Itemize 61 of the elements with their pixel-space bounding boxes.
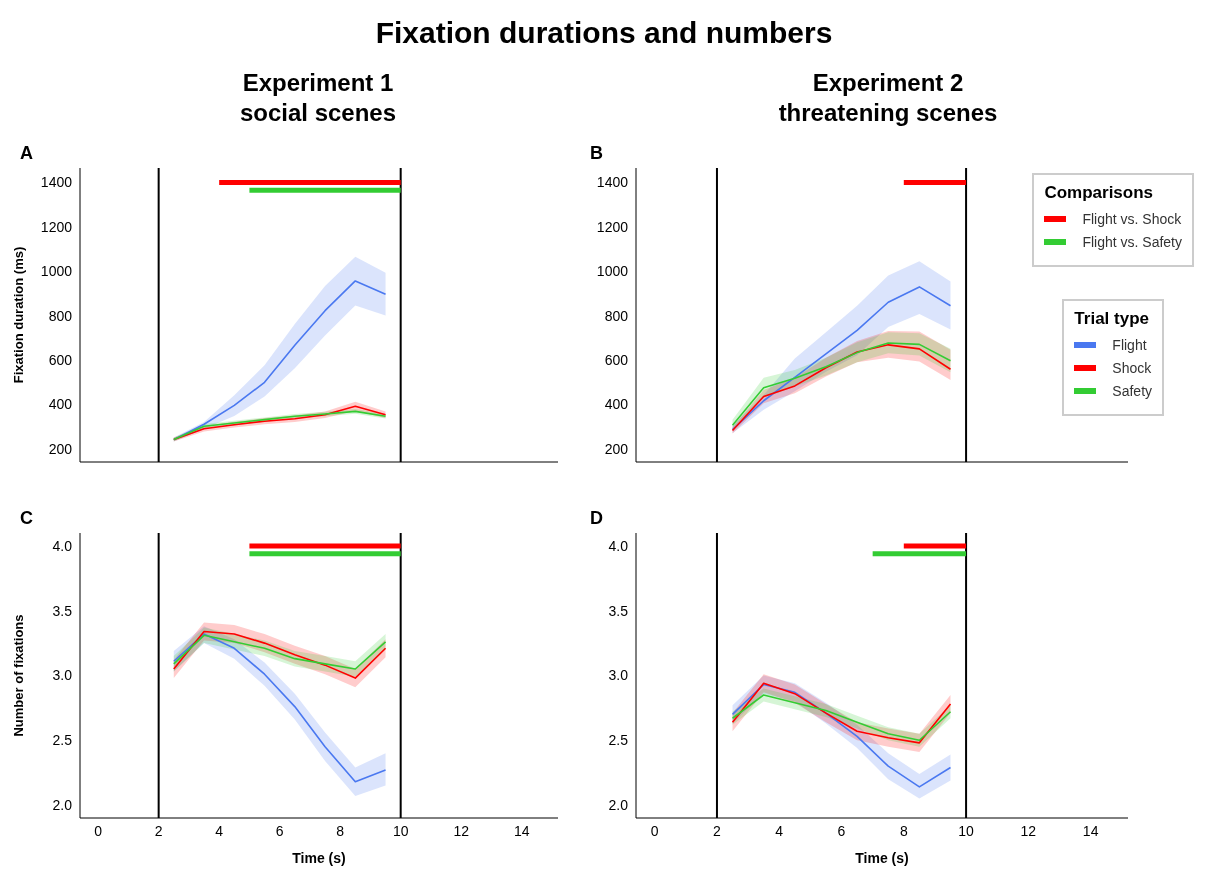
y-tick-label: 4.0 bbox=[608, 537, 629, 554]
x-tick-label: 6 bbox=[275, 822, 284, 839]
y-tick-label: 3.5 bbox=[608, 602, 629, 619]
x-tick-label: 0 bbox=[94, 822, 103, 839]
y-tick-label: 600 bbox=[48, 351, 73, 368]
y-tick-label: 800 bbox=[604, 307, 629, 324]
y-tick-label: 200 bbox=[604, 440, 629, 457]
y-tick-label: 2.5 bbox=[608, 732, 629, 749]
y-tick-label: 2.5 bbox=[52, 732, 73, 749]
annotation: Comparisons bbox=[1044, 183, 1155, 203]
x-tick-label: 10 bbox=[392, 822, 409, 839]
chart-subtitle: Experiment 1 social scenes bbox=[238, 68, 398, 128]
line-series bbox=[731, 694, 952, 742]
y-tick-label: 2.0 bbox=[608, 797, 629, 814]
x-tick-label: 2 bbox=[154, 822, 163, 839]
x-axis-title: Time (s) bbox=[855, 850, 909, 866]
legend-label: Flight vs. Shock bbox=[1081, 211, 1182, 227]
y-tick-label: 400 bbox=[604, 396, 629, 413]
x-tick-label: 8 bbox=[899, 822, 908, 839]
y-tick-label: 600 bbox=[604, 351, 629, 368]
x-tick-label: 0 bbox=[650, 822, 659, 839]
y-tick-label: 1400 bbox=[40, 174, 73, 191]
legend-label: Shock bbox=[1111, 360, 1153, 376]
legend-title: Trial type bbox=[1074, 309, 1150, 329]
x-tick-label: 4 bbox=[215, 822, 224, 839]
y-tick-label: 800 bbox=[48, 307, 73, 324]
x-tick-label: 10 bbox=[958, 822, 975, 839]
x-axis-title: Time (s) bbox=[292, 850, 346, 866]
y-tick-label: 3.0 bbox=[52, 667, 73, 684]
legend-label: Safety bbox=[1111, 383, 1153, 399]
y-tick-label: 400 bbox=[48, 396, 73, 413]
x-tick-label: 6 bbox=[837, 822, 846, 839]
y-tick-label: 1200 bbox=[40, 218, 73, 235]
text: Fixation durations and numbers bbox=[374, 16, 834, 50]
x-tick-label: 14 bbox=[513, 822, 530, 839]
x-tick-label: 14 bbox=[1082, 822, 1099, 839]
y-tick-label: 1400 bbox=[596, 174, 629, 191]
y-tick-label: 200 bbox=[48, 440, 73, 457]
y-tick-label: 4.0 bbox=[52, 537, 73, 554]
chart-title: A bbox=[20, 143, 33, 164]
y-tick-label: 1000 bbox=[40, 263, 73, 280]
y-tick-label: 1000 bbox=[596, 263, 629, 280]
y-tick-label: 3.5 bbox=[52, 602, 73, 619]
line-series bbox=[731, 683, 952, 788]
x-tick-label: 12 bbox=[453, 822, 470, 839]
x-tick-label: 4 bbox=[775, 822, 784, 839]
x-tick-label: 8 bbox=[336, 822, 345, 839]
line-series bbox=[172, 634, 387, 670]
x-tick-label: 12 bbox=[1020, 822, 1037, 839]
legend-label: Flight vs. Safety bbox=[1081, 234, 1182, 250]
y-axis-title: Fixation duration (ms) bbox=[10, 246, 26, 384]
chart-subtitle: Experiment 2 threatening scenes bbox=[777, 68, 999, 128]
chart-title: D bbox=[590, 508, 603, 529]
legend-label: Flight bbox=[1111, 337, 1148, 353]
y-axis-title: Number of fixations bbox=[10, 614, 26, 737]
y-tick-label: 2.0 bbox=[52, 797, 73, 814]
chart-title: C bbox=[20, 508, 33, 529]
chart-title: B bbox=[590, 143, 603, 164]
y-tick-label: 1200 bbox=[596, 218, 629, 235]
y-tick-label: 3.0 bbox=[608, 667, 629, 684]
x-tick-label: 2 bbox=[713, 822, 722, 839]
